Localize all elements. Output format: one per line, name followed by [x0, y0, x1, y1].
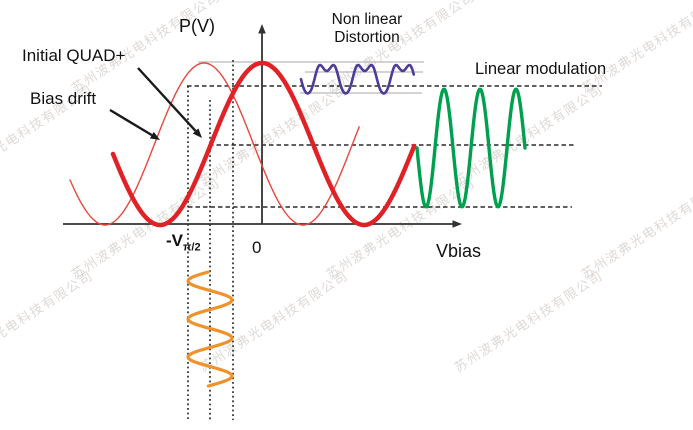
- nonlinear-distortion-label: Non linear Distortion: [316, 11, 418, 47]
- x-tick-zero: 0: [252, 238, 262, 257]
- bias-drift-arrow-head: [149, 131, 160, 140]
- x-tick-neg-vpi2-sub: π/2: [183, 241, 201, 254]
- y-axis-title: P(V): [179, 16, 215, 36]
- x-axis-head: [452, 220, 462, 228]
- drifted-transfer-curve: [110, 60, 417, 228]
- y-axis-head: [258, 24, 266, 34]
- nonlinear-distortion-line2: Distortion: [334, 28, 400, 46]
- x-axis-title: Vbias: [436, 241, 482, 261]
- bias-drift-label: Bias drift: [30, 89, 97, 108]
- bias-drift-arrow: [109, 108, 153, 137]
- distorted-output-wave: [299, 63, 416, 95]
- x-tick-neg-vpi2-main: -V: [166, 231, 183, 250]
- linear-modulation-label: Linear modulation: [475, 60, 607, 78]
- initial-quad-label: Initial QUAD+: [22, 46, 126, 65]
- linear-output-wave: [415, 87, 527, 209]
- nonlinear-distortion-line1: Non linear: [331, 11, 403, 28]
- initial-quad-arrow-head: [192, 128, 202, 138]
- initial-quad-curve: [69, 62, 360, 226]
- drive-signal-wave: [186, 270, 234, 388]
- x-tick-neg-vpi2: -Vπ/2: [166, 231, 201, 254]
- initial-quad-arrow: [137, 67, 197, 132]
